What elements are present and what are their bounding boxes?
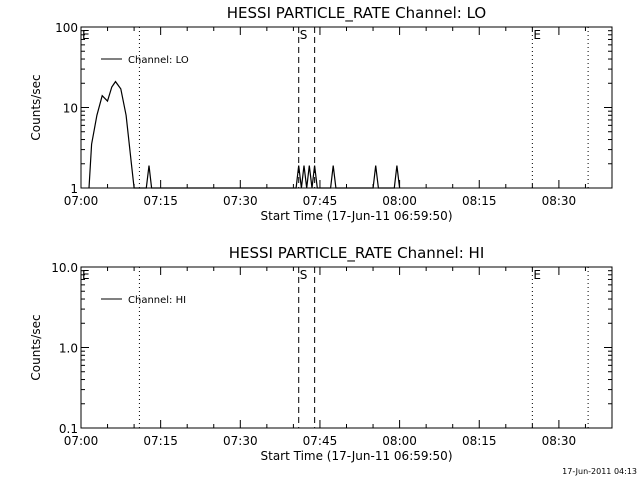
x-tick-label: 07:00	[64, 434, 99, 448]
marker-label: E	[82, 268, 90, 282]
marker-label: S	[300, 268, 308, 282]
x-tick-label: 08:15	[462, 194, 497, 208]
x-tick-label: 08:30	[542, 194, 577, 208]
x-tick-label: 08:00	[382, 434, 417, 448]
series-line	[88, 80, 401, 189]
x-tick-label: 07:15	[143, 434, 178, 448]
footer-timestamp: 17-Jun-2011 04:13	[562, 467, 637, 476]
marker-label: E	[533, 28, 541, 42]
x-tick-label: 08:00	[382, 194, 417, 208]
x-axis-label: Start Time (17-Jun-11 06:59:50)	[261, 209, 453, 223]
x-tick-label: 07:30	[223, 434, 258, 448]
chart-panels: HESSI PARTICLE_RATE Channel: LO 07:00 07:1…	[29, 4, 613, 463]
chart-title: HESSI PARTICLE_RATE Channel: HI	[229, 244, 485, 263]
x-tick-label: 07:45	[303, 434, 338, 448]
marker-label: S	[300, 28, 308, 42]
y-tick-label: 10.0	[51, 261, 78, 275]
x-tick-label: 08:30	[542, 434, 577, 448]
chart-panel-hi: HESSI PARTICLE_RATE Channel: HI 07:00 07:1…	[29, 244, 613, 463]
y-tick-label: 0.1	[59, 422, 78, 436]
x-tick-label: 07:45	[303, 194, 338, 208]
y-tick-label: 1.0	[59, 342, 78, 356]
legend-entry: Channel: HI	[128, 295, 186, 306]
y-axis-label: Counts/sec	[29, 314, 43, 380]
marker-label: E	[82, 28, 90, 42]
y-axis-label: Counts/sec	[29, 74, 43, 140]
marker-label: E	[533, 268, 541, 282]
chart-panel-lo: HESSI PARTICLE_RATE Channel: LO 07:00 07:1…	[29, 4, 613, 223]
legend-entry: Channel: LO	[128, 55, 189, 66]
x-axis-label: Start Time (17-Jun-11 06:59:50)	[261, 449, 453, 463]
y-tick-label: 10	[63, 102, 78, 116]
x-tick-label: 08:15	[462, 434, 497, 448]
y-tick-label: 100	[55, 21, 78, 35]
chart-title: HESSI PARTICLE_RATE Channel: LO	[227, 4, 486, 23]
x-tick-label: 07:00	[64, 194, 99, 208]
x-tick-label: 07:15	[143, 194, 178, 208]
x-tick-label: 07:30	[223, 194, 258, 208]
y-tick-label: 1	[70, 182, 78, 196]
